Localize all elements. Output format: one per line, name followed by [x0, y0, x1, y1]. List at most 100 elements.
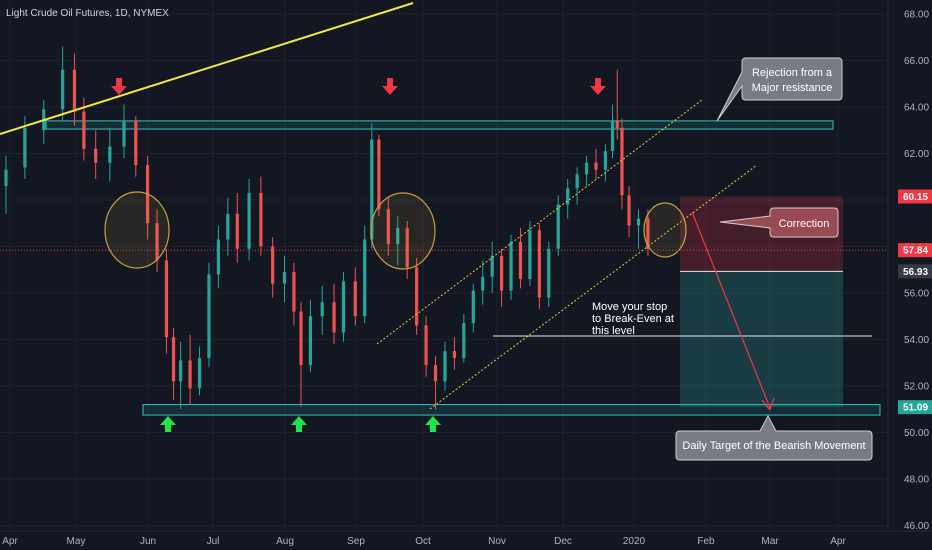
price-label-background [898, 189, 932, 204]
candle-body [377, 139, 381, 210]
candle-body [462, 323, 466, 359]
candle-body [537, 230, 541, 298]
candle-body [94, 148, 98, 163]
candle-body [164, 260, 169, 338]
candle-body [615, 120, 619, 128]
channel-lower-line [429, 164, 758, 410]
candle-body [188, 360, 192, 389]
correction-callout [719, 207, 839, 238]
candle-body [424, 325, 428, 366]
candle-body [207, 274, 211, 359]
stop-instruction-text: to Break-Even at [592, 313, 674, 325]
x-tick-label: Jul [207, 536, 220, 547]
candle-body [271, 246, 275, 284]
y-tick-label: 52.00 [904, 381, 929, 392]
candle-body [292, 272, 296, 312]
resistance-zone [45, 120, 834, 130]
y-tick-label: 64.00 [904, 102, 929, 113]
x-tick-label: 2020 [623, 536, 646, 547]
candle-body [584, 162, 589, 175]
candle-body [332, 302, 336, 333]
candle-body [122, 120, 126, 147]
correction-callout-text: Correction [779, 218, 830, 230]
candle-body [620, 127, 624, 196]
candle-body [415, 267, 419, 326]
candle-body [282, 272, 287, 284]
candle-body [610, 120, 615, 152]
rejection-callout [716, 57, 843, 122]
y-tick-label: 50.00 [904, 428, 929, 439]
candle-body [547, 248, 551, 298]
candle-body [171, 337, 176, 382]
candle-body [363, 239, 367, 317]
candle-body [471, 290, 475, 324]
down-arrow-icon [111, 78, 127, 95]
rejection-callout-text: Rejection from a [752, 67, 833, 79]
chart-title: Light Crude Oil Futures, 1D, NYMEX [6, 8, 169, 19]
candle-body [247, 192, 251, 249]
ascending-trendline [0, 2, 414, 135]
y-tick-label: 48.00 [904, 474, 929, 485]
x-tick-label: Apr [830, 536, 846, 547]
candle-body [320, 302, 324, 317]
price-label-background [898, 264, 932, 279]
x-tick-label: Mar [761, 536, 779, 547]
candle-body [82, 111, 86, 149]
candle-body [603, 151, 608, 170]
y-tick-label: 56.00 [904, 288, 929, 299]
candle-body [370, 139, 374, 240]
stop-instruction-text: this level [592, 325, 635, 337]
candle-body [575, 174, 579, 189]
y-tick-label: 66.00 [904, 56, 929, 67]
candle-body [556, 204, 560, 249]
x-tick-label: Jun [140, 536, 156, 547]
candles-layer [4, 46, 650, 410]
candle-body [235, 213, 239, 249]
y-tick-label: 46.00 [904, 521, 929, 532]
down-arrow-icon [590, 78, 606, 95]
candle-body [179, 360, 183, 382]
candle-body [308, 316, 313, 366]
candle-body [646, 218, 650, 249]
x-tick-label: Feb [697, 536, 715, 547]
candle-body [509, 241, 513, 291]
candle-body [636, 218, 641, 226]
candle-body [386, 209, 390, 245]
price-label-background [898, 243, 932, 258]
candle-body [4, 169, 8, 187]
candle-body [23, 127, 27, 168]
price-label: 51.09 [903, 403, 928, 414]
candle-body [134, 120, 138, 166]
x-tick-label: Dec [554, 536, 572, 547]
rejection-callout-text: Major resistance [752, 82, 833, 94]
overlays-layer: Rejection from a Major resistance Correcti… [0, 2, 873, 461]
candle-body [155, 223, 159, 261]
x-tick-label: Sep [347, 536, 365, 547]
candle-body [61, 69, 65, 110]
x-tick-label: Aug [276, 536, 294, 547]
candle-body [518, 241, 523, 280]
candle-body [481, 276, 485, 291]
candle-body [108, 146, 112, 163]
target-callout-text: Daily Target of the Bearish Movement [682, 440, 865, 452]
candle-body [226, 213, 230, 240]
projection-arrow-head [761, 397, 775, 411]
candle-body [353, 281, 357, 317]
price-label: 57.84 [903, 246, 928, 257]
target-callout [675, 414, 873, 461]
candle-body [341, 281, 346, 333]
x-tick-label: Oct [415, 536, 431, 547]
candle-body [299, 311, 303, 366]
candle-body [500, 255, 504, 291]
highlight-circle [643, 202, 687, 258]
y-tick-label: 54.00 [904, 335, 929, 346]
candle-body [259, 192, 263, 247]
take-profit-zone [680, 271, 843, 408]
price-label: 60.15 [903, 192, 928, 203]
candle-body [490, 255, 494, 277]
candle-body [627, 195, 631, 226]
down-arrow-icon [382, 78, 398, 95]
projection-arrow-line [691, 211, 771, 409]
